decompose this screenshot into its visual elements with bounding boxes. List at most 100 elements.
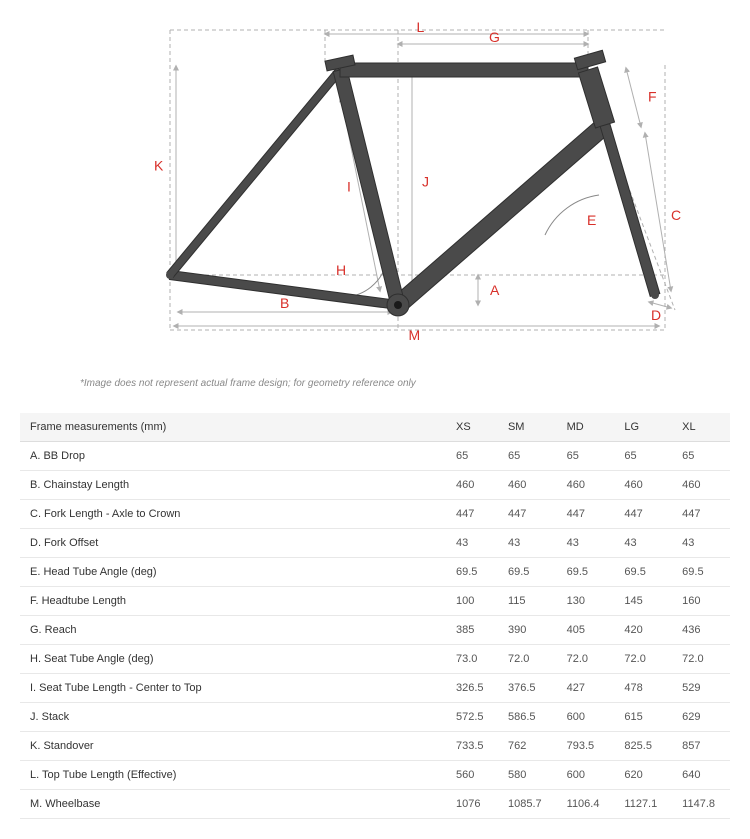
dim-label-C: C [671,207,681,223]
measurement-value: 478 [614,674,672,703]
measurement-value: 586.5 [498,703,557,732]
measurement-value: 560 [446,761,498,790]
measurement-value: 1085.7 [498,790,557,819]
measurement-value: 572.5 [446,703,498,732]
measurement-value: 436 [672,616,730,645]
measurement-value: 600 [557,703,615,732]
measurement-value: 460 [498,471,557,500]
table-row: A. BB Drop6565656565 [20,442,730,471]
measurement-value: 620 [614,761,672,790]
table-row: I. Seat Tube Length - Center to Top326.5… [20,674,730,703]
measurement-value: 427 [557,674,615,703]
measurement-value: 69.5 [446,558,498,587]
measurement-value: 1147.8 [672,790,730,819]
dim-label-M: M [409,327,421,343]
measurement-value: 65 [498,442,557,471]
table-row: L. Top Tube Length (Effective)5605806006… [20,761,730,790]
measurement-value: 1127.1 [614,790,672,819]
dim-label-D: D [651,307,661,323]
measurement-value: 1106.4 [557,790,615,819]
table-row: J. Stack572.5586.5600615629 [20,703,730,732]
measurement-name: D. Fork Offset [20,529,446,558]
measurement-value: 72.0 [672,645,730,674]
dim-label-L: L [417,19,425,35]
geometry-diagram: LGFCDEAJIHKBM [65,10,685,370]
table-row: F. Headtube Length100115130145160 [20,587,730,616]
geometry-svg: LGFCDEAJIHKBM [65,10,685,370]
measurement-value: 73.0 [446,645,498,674]
measurement-value: 825.5 [614,732,672,761]
dim-label-J: J [422,174,429,190]
measurement-value: 69.5 [498,558,557,587]
table-row: C. Fork Length - Axle to Crown4474474474… [20,500,730,529]
measurement-value: 762 [498,732,557,761]
measurement-value: 69.5 [557,558,615,587]
measurement-value: 43 [672,529,730,558]
measurement-value: 69.5 [672,558,730,587]
measurement-value: 420 [614,616,672,645]
measurement-name: L. Top Tube Length (Effective) [20,761,446,790]
size-col-2: MD [557,413,615,442]
measurement-value: 65 [614,442,672,471]
dim-label-K: K [154,158,164,174]
measurement-value: 460 [672,471,730,500]
dim-label-G: G [489,29,500,45]
measurement-value: 326.5 [446,674,498,703]
measurement-value: 43 [446,529,498,558]
measurement-name: M. Wheelbase [20,790,446,819]
dim-label-H: H [336,262,346,278]
measurement-value: 69.5 [614,558,672,587]
measurement-value: 447 [498,500,557,529]
measurement-name: K. Standover [20,732,446,761]
measurement-value: 160 [672,587,730,616]
measurement-value: 640 [672,761,730,790]
table-row: M. Wheelbase10761085.71106.41127.11147.8 [20,790,730,819]
measurement-value: 65 [446,442,498,471]
measurement-name: A. BB Drop [20,442,446,471]
measurement-value: 385 [446,616,498,645]
measurement-value: 733.5 [446,732,498,761]
table-row: E. Head Tube Angle (deg)69.569.569.569.5… [20,558,730,587]
measurement-value: 460 [446,471,498,500]
measurement-value: 115 [498,587,557,616]
measurement-value: 376.5 [498,674,557,703]
measurement-value: 460 [614,471,672,500]
measurement-value: 1076 [446,790,498,819]
measurement-value: 447 [672,500,730,529]
dim-label-B: B [280,295,289,311]
measurement-value: 130 [557,587,615,616]
size-col-0: XS [446,413,498,442]
dim-label-I: I [347,179,351,195]
measurement-value: 65 [557,442,615,471]
measurement-value: 793.5 [557,732,615,761]
measurement-value: 100 [446,587,498,616]
measurement-value: 615 [614,703,672,732]
dim-label-A: A [490,282,500,298]
measurement-value: 72.0 [557,645,615,674]
measurement-value: 43 [557,529,615,558]
measurement-value: 72.0 [614,645,672,674]
measurement-value: 447 [446,500,498,529]
measurement-name: J. Stack [20,703,446,732]
size-col-1: SM [498,413,557,442]
size-col-3: LG [614,413,672,442]
table-row: B. Chainstay Length460460460460460 [20,471,730,500]
table-row: D. Fork Offset4343434343 [20,529,730,558]
geometry-table: Frame measurements (mm) XS SM MD LG XL A… [20,413,730,819]
measurement-value: 43 [498,529,557,558]
measurement-value: 600 [557,761,615,790]
measurement-value: 390 [498,616,557,645]
table-row: K. Standover733.5762793.5825.5857 [20,732,730,761]
diagram-caption: *Image does not represent actual frame d… [20,378,730,389]
measurement-name: H. Seat Tube Angle (deg) [20,645,446,674]
measurement-value: 529 [672,674,730,703]
measurement-value: 405 [557,616,615,645]
measurement-name: B. Chainstay Length [20,471,446,500]
table-row: G. Reach385390405420436 [20,616,730,645]
size-col-4: XL [672,413,730,442]
measurement-name: G. Reach [20,616,446,645]
measurement-value: 145 [614,587,672,616]
measurement-value: 580 [498,761,557,790]
measurement-value: 447 [614,500,672,529]
measurement-value: 72.0 [498,645,557,674]
